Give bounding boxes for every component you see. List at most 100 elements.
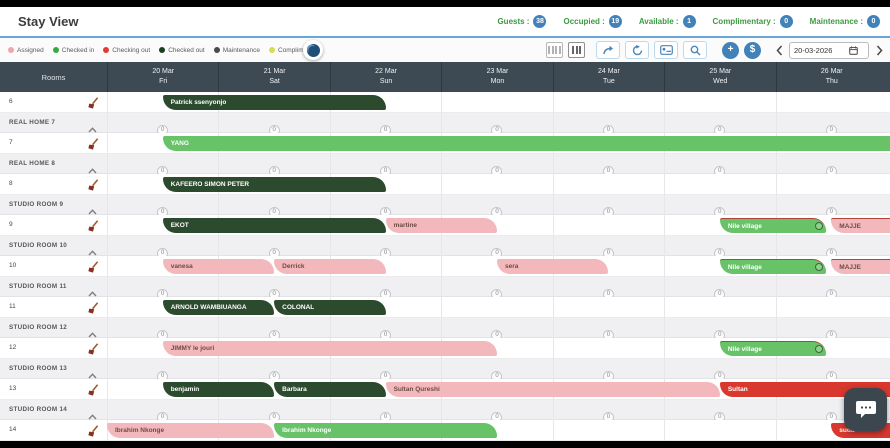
- day-of-week: Thu: [825, 78, 838, 85]
- column-divider: [218, 317, 220, 338]
- stat-value-badge: 38: [533, 15, 547, 28]
- payment-button[interactable]: $: [744, 41, 761, 59]
- room-row: 9 EKOT martine Nile village MAJJE: [0, 215, 890, 236]
- booking-pill[interactable]: MAJJE: [831, 217, 890, 233]
- housekeeping-status-button[interactable]: [88, 219, 99, 237]
- housekeeping-status-button[interactable]: [88, 178, 99, 196]
- group-booking-badge-icon: [814, 222, 823, 230]
- room-row: 11 ARNOLD WAMBIUANGA COLONAL: [0, 297, 890, 318]
- housekeeping-status-button[interactable]: [88, 342, 99, 360]
- add-booking-button[interactable]: +: [722, 41, 739, 59]
- collapse-group-button[interactable]: [88, 243, 97, 261]
- collapse-group-button[interactable]: [88, 161, 97, 179]
- room-number-label: 6: [9, 98, 13, 105]
- housekeeping-status-button[interactable]: [88, 96, 99, 114]
- room-number-label: 8: [9, 180, 13, 187]
- night-audit-icon: [306, 43, 320, 57]
- column-divider: [664, 297, 666, 318]
- housekeeping-status-button[interactable]: [88, 383, 99, 401]
- booking-pill[interactable]: MAJJE: [831, 258, 890, 274]
- day-header: 22 Mar Sun: [329, 62, 441, 92]
- room-number-label: 10: [9, 262, 17, 269]
- column-divider: [775, 358, 777, 379]
- column-divider: [329, 358, 331, 379]
- broom-icon: [88, 220, 99, 232]
- collapse-group-button[interactable]: [88, 202, 97, 220]
- guest-name: JIMMY le jouri: [170, 344, 215, 352]
- legend-item: Checked out: [159, 47, 205, 54]
- booking-pill[interactable]: martine: [385, 217, 497, 233]
- booking-pill[interactable]: Nile village: [719, 258, 826, 274]
- refresh-button[interactable]: [625, 41, 649, 59]
- column-divider: [329, 235, 331, 256]
- column-divider: [441, 317, 443, 338]
- room-group-label: STUDIO ROOM 9: [9, 200, 64, 208]
- collapse-group-button[interactable]: [88, 366, 97, 384]
- guest-name: Ibrahim Nkonge: [115, 426, 165, 434]
- broom-icon: [88, 343, 99, 355]
- booking-pill[interactable]: KAFEERO SIMON PETER: [162, 176, 386, 192]
- booking-pill[interactable]: EKOT: [162, 217, 386, 233]
- guest-name: suda: [839, 426, 855, 434]
- booking-pill[interactable]: Derrick: [274, 258, 386, 274]
- legend-label: Checked out: [168, 46, 205, 54]
- collapse-group-button[interactable]: [88, 325, 97, 343]
- booking-pill[interactable]: benjamin: [162, 381, 275, 397]
- chevron-up-icon: [88, 249, 97, 255]
- date-input[interactable]: [794, 45, 846, 55]
- housekeeping-status-button[interactable]: [88, 424, 99, 441]
- collapse-group-button[interactable]: [88, 120, 97, 138]
- broom-icon: [88, 179, 99, 191]
- collapse-group-button[interactable]: [88, 407, 97, 425]
- booking-pill[interactable]: ARNOLD WAMBIUANGA: [162, 299, 275, 315]
- booking-pill[interactable]: Sultan Qureshi: [385, 381, 720, 397]
- previous-date-button[interactable]: [774, 42, 784, 58]
- broom-icon: [88, 97, 99, 109]
- share-button[interactable]: [596, 41, 620, 59]
- column-divider: [552, 276, 554, 297]
- day-header: 23 Mar Mon: [441, 62, 552, 92]
- booking-pill[interactable]: Patrick ssenyonjo: [162, 94, 386, 110]
- room-number-label: 7: [9, 139, 13, 146]
- next-date-button[interactable]: [874, 42, 884, 58]
- day-header: 24 Mar Tue: [552, 62, 664, 92]
- housekeeping-status-button[interactable]: [88, 260, 99, 278]
- booking-pill[interactable]: Barbara: [274, 381, 386, 397]
- room-card-button[interactable]: [654, 41, 678, 59]
- room-group-row: STUDIO ROOM 14 0 0 0 0 0 0 0: [0, 399, 890, 423]
- room-group-row: STUDIO ROOM 13 0 0 0 0 0 0 0: [0, 358, 890, 382]
- column-divider: [107, 379, 108, 400]
- search-icon: [690, 45, 700, 55]
- booking-pill[interactable]: Ibrahim Nkonge: [107, 422, 275, 438]
- guest-name: Derrick: [282, 262, 305, 270]
- booking-pill[interactable]: JIMMY le jouri: [162, 340, 497, 356]
- column-divider: [218, 194, 220, 215]
- column-divider: [664, 215, 666, 236]
- stay-grid: 6 Patrick ssenyonjo REAL HOME 7 0 0 0 0 0 0 0 7 YAN…: [0, 92, 890, 441]
- booking-pill[interactable]: sera: [497, 258, 609, 274]
- column-view-toggle[interactable]: [568, 42, 585, 58]
- group-booking-badge-icon: [814, 345, 823, 353]
- day-of-week: Tue: [602, 78, 615, 85]
- date-picker[interactable]: [789, 41, 869, 59]
- stat-label: Available :: [638, 17, 679, 26]
- stat-value-badge: 0: [779, 15, 793, 28]
- search-button[interactable]: [683, 41, 707, 59]
- grid-view-toggle[interactable]: [546, 42, 563, 58]
- booking-pill[interactable]: Nile village: [719, 217, 826, 233]
- booking-pill[interactable]: Ibrahim Nkonge: [274, 422, 497, 438]
- booking-pill[interactable]: Nile village: [719, 340, 826, 356]
- legend-dot-icon: [213, 47, 220, 53]
- booking-pill[interactable]: vanesa: [162, 258, 275, 274]
- housekeeping-status-button[interactable]: [88, 301, 99, 319]
- booking-pill[interactable]: YANG: [162, 135, 890, 151]
- booking-pill[interactable]: COLONAL: [274, 299, 386, 315]
- column-divider: [775, 235, 777, 256]
- column-divider: [664, 317, 666, 338]
- chat-launcher-button[interactable]: [844, 388, 887, 431]
- stat-label: Complimentary :: [712, 17, 776, 26]
- collapse-group-button[interactable]: [88, 284, 97, 302]
- housekeeping-status-button[interactable]: [88, 137, 99, 155]
- stat-complimentary: Complimentary :0: [713, 15, 793, 28]
- night-audit-button[interactable]: [303, 40, 323, 60]
